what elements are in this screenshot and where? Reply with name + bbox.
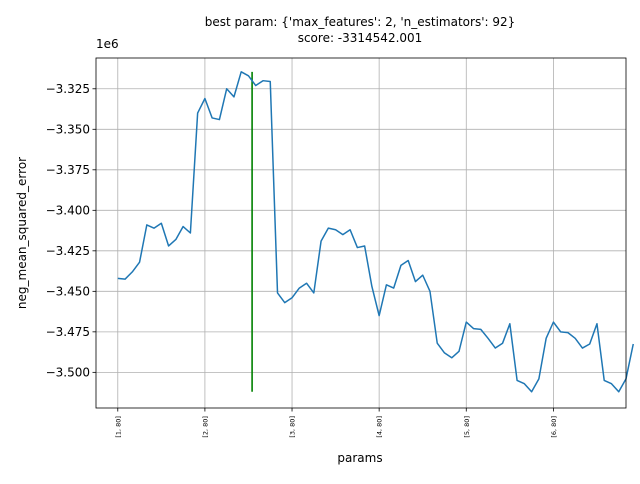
- y-tick-label: −3.475: [46, 325, 90, 339]
- y-offset-label: 1e6: [96, 37, 119, 51]
- y-tick-label: −3.450: [46, 284, 90, 298]
- chart-title: best param: {'max_features': 2, 'n_estim…: [205, 15, 516, 29]
- x-tick-label: [1, 80]: [114, 416, 122, 438]
- series-layer: [117, 71, 634, 393]
- y-tick-label: −3.400: [46, 203, 90, 217]
- y-tick-label: −3.425: [46, 244, 90, 258]
- x-tick-label: [6, 80]: [550, 416, 558, 438]
- y-tick-label: −3.500: [46, 365, 90, 379]
- x-tick-label: [5, 80]: [463, 416, 471, 438]
- y-tick-label: −3.375: [46, 163, 90, 177]
- x-tick-label: [4, 80]: [376, 416, 384, 438]
- y-tick-label: −3.325: [46, 82, 90, 96]
- grid-lines: [96, 58, 626, 408]
- series-line: [117, 71, 634, 393]
- axes-frame: [95, 57, 627, 409]
- y-axis-label: neg_mean_squared_error: [15, 157, 29, 309]
- y-tick-label: −3.350: [46, 122, 90, 136]
- y-axis-ticks: −3.325 −3.350 −3.375 −3.400 −3.425 −3.450 −3.4…: [46, 82, 96, 379]
- x-axis-label: params: [337, 451, 382, 465]
- chart-subtitle: score: -3314542.001: [298, 31, 423, 45]
- x-axis-ticks: [1, 80] [2, 80] [3, 80] [4, 80] [5, 80] [6, 8…: [114, 408, 558, 438]
- x-tick-label: [3, 80]: [289, 416, 297, 438]
- x-tick-label: [2, 80]: [201, 416, 209, 438]
